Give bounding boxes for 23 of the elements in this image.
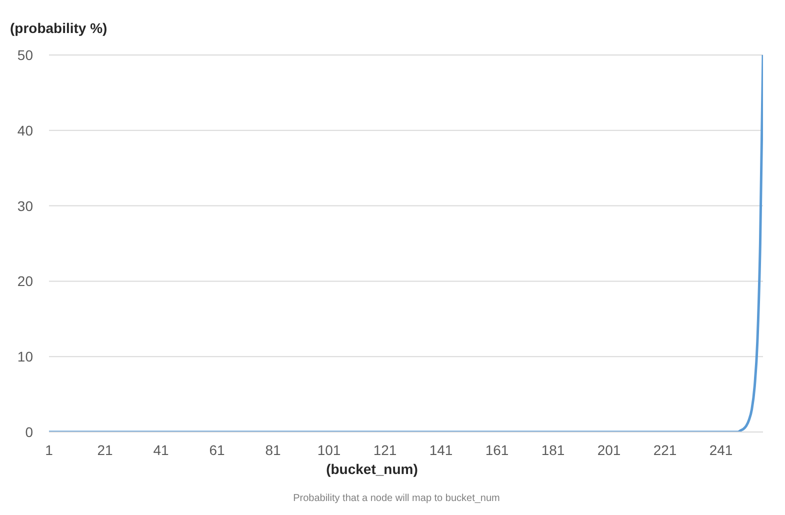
x-tick-label: 61 bbox=[209, 442, 225, 458]
x-tick-label: 161 bbox=[485, 442, 509, 458]
x-tick-label: 81 bbox=[265, 442, 281, 458]
x-tick-label: 181 bbox=[541, 442, 565, 458]
x-tick-label: 121 bbox=[373, 442, 397, 458]
x-tick-label: 21 bbox=[97, 442, 113, 458]
x-tick-label: 201 bbox=[597, 442, 621, 458]
y-tick-label: 40 bbox=[17, 122, 34, 138]
y-tick-label: 10 bbox=[17, 348, 34, 365]
y-tick-label: 30 bbox=[17, 198, 34, 214]
x-axis-title: (bucket_num) bbox=[325, 461, 419, 477]
x-tick-label: 141 bbox=[429, 442, 453, 458]
line-series bbox=[49, 55, 763, 432]
y-tick-label: 0 bbox=[25, 424, 34, 440]
y-tick-label: 50 bbox=[17, 46, 34, 63]
text: Probability that a node will map to bucket_num bbox=[292, 493, 501, 504]
x-tick-label: 101 bbox=[317, 442, 341, 458]
x-tick-label: 241 bbox=[709, 442, 733, 458]
x-tick-label: 221 bbox=[653, 442, 677, 458]
x-tick-label: 1 bbox=[45, 442, 54, 458]
y-axis-title: (probability %) bbox=[10, 20, 108, 36]
x-tick-label: 41 bbox=[153, 442, 169, 458]
y-tick-label: 20 bbox=[17, 273, 34, 290]
